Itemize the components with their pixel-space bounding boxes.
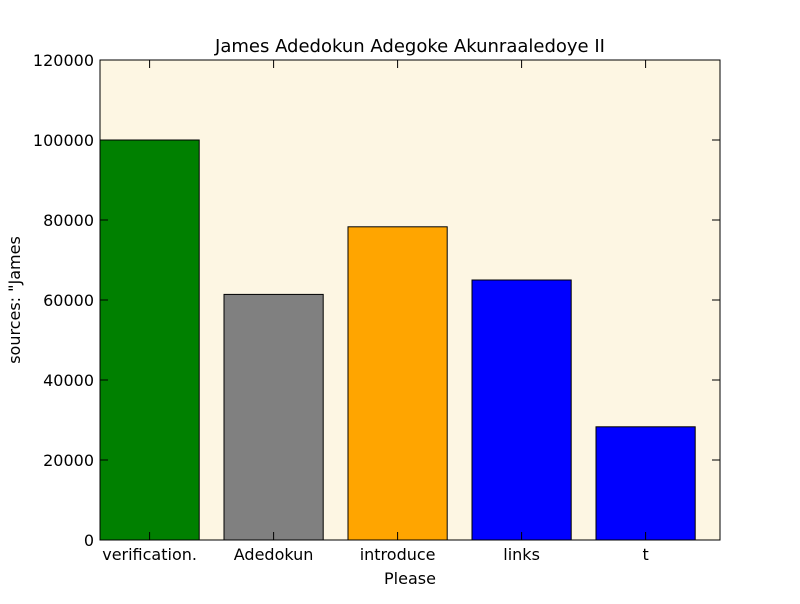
bar-4	[595, 426, 696, 541]
plot-frame	[99, 59, 721, 541]
x-tick-label: introduce	[360, 545, 436, 564]
y-tick-label: 40000	[43, 371, 94, 390]
x-axis-label: Please	[384, 569, 436, 588]
x-tick-label: verification.	[102, 545, 197, 564]
bars-group	[99, 139, 696, 541]
x-tick-label: Adedokun	[234, 545, 314, 564]
bar-2	[347, 226, 448, 541]
y-tick-label: 60000	[43, 291, 94, 310]
bar-1	[223, 293, 324, 541]
y-tick-label: 100000	[33, 131, 94, 150]
x-tick-label: links	[503, 545, 540, 564]
x-tick-label: t	[642, 545, 648, 564]
chart-title: James Adedokun Adegoke Akunraaledoye II	[214, 36, 605, 57]
y-tick-label: 0	[84, 531, 94, 550]
y-tick-label: 120000	[33, 51, 94, 70]
ticks-group: 0 20000 40000 60000 80000 100000 120000 verific…	[33, 51, 720, 564]
bar-3	[471, 279, 572, 541]
y-axis-label: sources: "James	[5, 236, 24, 364]
y-tick-label: 20000	[43, 451, 94, 470]
bar-0	[99, 139, 200, 541]
y-tick-label: 80000	[43, 211, 94, 230]
